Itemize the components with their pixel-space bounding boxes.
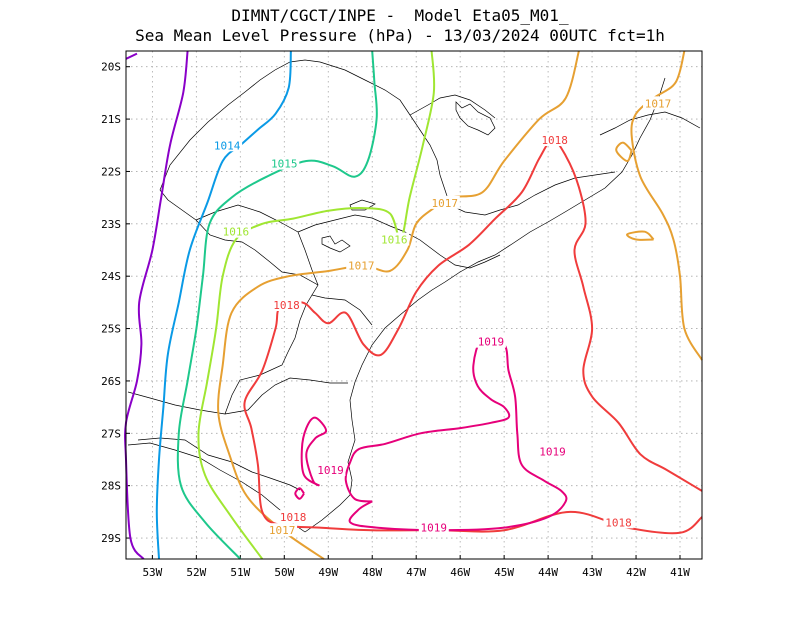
isobar-label: 1019	[421, 522, 448, 535]
lat-lon-grid	[126, 51, 702, 559]
isobar-label-background	[643, 96, 674, 110]
isobar-label: 1018	[541, 134, 568, 147]
isobar-label-background	[315, 462, 346, 476]
lon-tick-label: 45W	[494, 566, 514, 579]
lon-tick-label: 43W	[582, 566, 602, 579]
isobar-1015	[176, 50, 378, 560]
isobar-label-background	[269, 156, 300, 170]
isobar-1017	[615, 141, 633, 162]
isobar-label-background	[379, 232, 410, 246]
axis-tick-labels: 53W 52W 51W 50W 49W 48W 47W 46W 45W 44W 43W 42W 41W 2…	[101, 61, 690, 579]
lon-tick-label: 46W	[450, 566, 470, 579]
isobar-label: 1019	[478, 336, 505, 349]
isobar-1019	[300, 416, 328, 487]
isobar-labels: 1014101510161016101710171017101710181018…	[212, 96, 674, 537]
lat-tick-label: 23S	[101, 218, 121, 231]
isobar-label-background	[278, 510, 309, 524]
isobar-label-background	[346, 258, 377, 272]
state-border	[137, 437, 301, 491]
isobar-label-background	[603, 515, 634, 529]
isobar-lines	[124, 50, 703, 560]
isobar-label-background	[429, 195, 460, 209]
isobar-label-background	[212, 138, 243, 152]
lake-outline	[321, 235, 351, 253]
isobar-label-background	[271, 298, 302, 311]
lon-tick-label: 48W	[362, 566, 382, 579]
lon-tick-label: 52W	[186, 566, 206, 579]
lon-tick-label: 47W	[406, 566, 426, 579]
lat-tick-label: 25S	[101, 323, 121, 336]
isobar-label-background	[539, 133, 570, 147]
state-border	[159, 59, 321, 191]
lon-tick-label: 51W	[230, 566, 250, 579]
isobar-label: 1017	[432, 197, 459, 210]
isobar-1019	[294, 487, 305, 500]
coastline	[304, 77, 666, 533]
isobar-1017	[630, 50, 703, 361]
lon-tick-label: 41W	[670, 566, 690, 579]
isobar-label: 1019	[317, 464, 344, 477]
lon-tick-label: 50W	[274, 566, 294, 579]
isobar-label: 1017	[645, 97, 672, 110]
lat-tick-label: 28S	[101, 480, 121, 493]
isobar-1018	[243, 139, 703, 535]
lat-tick-label: 26S	[101, 375, 121, 388]
map-title-line-2: Sea Mean Level Pressure (hPa) - 13/03/20…	[135, 26, 665, 45]
lat-tick-label: 24S	[101, 270, 121, 283]
isobar-1013	[125, 52, 138, 60]
state-border	[127, 377, 348, 415]
isobar-1019	[344, 336, 568, 532]
isobar-1017	[626, 230, 655, 241]
isobar-label: 1016	[223, 226, 250, 239]
isobar-label: 1017	[269, 524, 296, 537]
lon-tick-label: 44W	[538, 566, 558, 579]
state-border	[599, 111, 701, 136]
map-frame	[125, 50, 703, 560]
isobar-label-background	[267, 523, 298, 537]
map-title-line-1: DIMNT/CGCT/INPE - Model Eta05_M01_	[231, 6, 569, 25]
isobar-label: 1014	[214, 139, 241, 152]
isobar-label: 1018	[605, 516, 632, 529]
lon-tick-label: 53W	[142, 566, 162, 579]
isobar-label-background	[418, 520, 449, 534]
isobar-label-background	[475, 334, 506, 348]
isobar-1016	[197, 50, 436, 560]
isobar-label: 1018	[280, 511, 307, 524]
isobar-label-background	[537, 444, 568, 458]
isobar-label-background	[220, 224, 251, 238]
lon-tick-label: 42W	[626, 566, 646, 579]
lat-tick-label: 29S	[101, 532, 121, 545]
state-border	[409, 94, 496, 119]
isobar-label: 1016	[381, 234, 408, 247]
lat-tick-label: 22S	[101, 165, 121, 178]
bay-outline	[455, 101, 496, 136]
state-border	[297, 214, 501, 269]
isobar-label: 1018	[273, 299, 300, 312]
lat-tick-label: 20S	[101, 61, 121, 74]
lat-tick-label: 27S	[101, 427, 121, 440]
isobar-1014	[155, 50, 292, 560]
isobar-label: 1019	[539, 446, 566, 459]
state-border	[224, 294, 373, 415]
state-border	[195, 204, 319, 286]
lat-tick-label: 21S	[101, 113, 121, 126]
state-border	[319, 61, 616, 216]
lon-tick-label: 49W	[318, 566, 338, 579]
isobar-label: 1017	[348, 260, 375, 273]
isobar-label: 1015	[271, 158, 298, 171]
